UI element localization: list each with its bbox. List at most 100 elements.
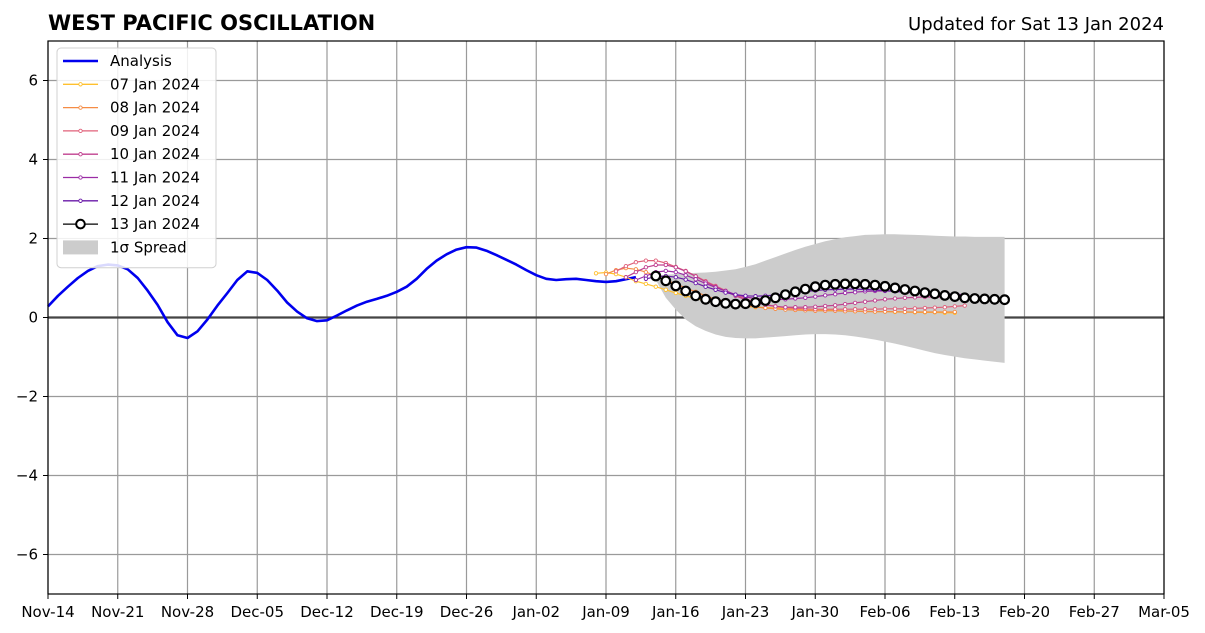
forecast-point	[653, 258, 658, 263]
forecast-point	[730, 298, 741, 310]
forecast-point	[882, 297, 888, 302]
forecast-point	[663, 262, 668, 268]
y-tick-label: −4	[16, 467, 38, 485]
x-tick-label: Jan-30	[790, 603, 839, 621]
forecast-point	[750, 297, 761, 308]
x-tick-label: Feb-27	[1069, 603, 1120, 621]
legend-marker	[75, 218, 86, 230]
forecast-point	[829, 278, 841, 290]
forecast-point	[902, 306, 908, 311]
forecast-point	[949, 291, 961, 303]
forecast-point	[852, 307, 858, 312]
forecast-point	[833, 307, 838, 312]
forecast-point	[733, 292, 738, 297]
legend-label: 08 Jan 2024	[110, 99, 200, 117]
forecast-point	[720, 297, 731, 309]
forecast-point	[663, 268, 668, 274]
forecast-point	[633, 277, 639, 283]
forecast-point	[899, 284, 911, 295]
x-tick-label: Jan-23	[721, 603, 770, 621]
legend-label: 10 Jan 2024	[110, 145, 200, 163]
x-tick-label: Dec-26	[440, 603, 494, 621]
forecast-point	[932, 309, 937, 315]
forecast-point	[603, 271, 609, 277]
legend-label: 07 Jan 2024	[110, 75, 200, 93]
legend-label: 12 Jan 2024	[110, 192, 200, 210]
forecast-point	[862, 299, 868, 304]
chart-title: WEST PACIFIC OSCILLATION	[48, 11, 375, 35]
forecast-point	[693, 277, 698, 282]
forecast-point	[889, 282, 901, 294]
forecast-point	[653, 262, 658, 268]
x-tick-label: Dec-12	[300, 603, 354, 621]
forecast-point	[643, 265, 649, 270]
forecast-point	[842, 290, 848, 296]
forecast-point	[892, 296, 898, 301]
forecast-point	[793, 296, 798, 301]
forecast-point	[892, 306, 898, 311]
y-tick-label: −2	[16, 388, 38, 406]
forecast-point	[660, 275, 672, 287]
forecast-point	[813, 304, 818, 309]
forecast-point	[862, 307, 868, 312]
forecast-point	[643, 276, 649, 281]
y-tick-label: 0	[28, 309, 38, 327]
x-tick-label: Jan-16	[651, 603, 700, 621]
x-tick-label: Jan-02	[511, 603, 560, 621]
x-tick-label: Dec-05	[230, 603, 284, 621]
forecast-point	[912, 309, 918, 315]
forecast-point	[942, 305, 947, 310]
forecast-point	[643, 258, 649, 263]
legend-label: 13 Jan 2024	[110, 215, 200, 233]
x-tick-label: Jan-09	[581, 603, 630, 621]
forecast-point	[833, 303, 838, 308]
legend-label: 11 Jan 2024	[110, 169, 200, 187]
forecast-point	[962, 303, 967, 308]
legend-marker	[78, 175, 83, 180]
legend-marker	[78, 198, 83, 203]
forecast-point	[929, 288, 941, 300]
forecast-point	[999, 294, 1010, 306]
legend-label: Analysis	[110, 52, 172, 70]
x-tick-label: Mar-05	[1138, 603, 1190, 621]
forecast-point	[842, 307, 848, 312]
forecast-point	[823, 293, 828, 298]
forecast-point	[780, 289, 791, 301]
forecast-point	[793, 305, 798, 310]
spread-area	[655, 234, 1005, 363]
forecast-point	[683, 269, 688, 274]
forecast-point	[773, 304, 778, 309]
x-tick-label: Feb-13	[929, 603, 980, 621]
y-tick-label: 2	[28, 230, 38, 248]
forecast-point	[653, 284, 658, 289]
forecast-point	[623, 275, 629, 280]
forecast-point	[859, 278, 871, 290]
x-tick-label: Dec-19	[370, 603, 424, 621]
tick-labels: Nov-14 Nov-21 Nov-28 Dec-05 Dec-12 Dec-19 Dec-…	[16, 72, 1190, 622]
forecast-point	[879, 280, 891, 292]
legend-swatch	[63, 240, 98, 255]
forecast-point	[743, 293, 748, 298]
forecast-point	[673, 290, 678, 296]
forecast-point	[693, 280, 698, 286]
forecast-point	[952, 309, 957, 315]
y-tick-label: 4	[28, 151, 38, 169]
forecast-point	[683, 273, 688, 278]
forecast-point	[952, 304, 957, 309]
forecast-point	[670, 280, 682, 292]
forecast-point	[882, 306, 888, 311]
forecast-point	[803, 305, 808, 310]
forecast-point	[939, 290, 951, 301]
forecast-point	[959, 292, 971, 304]
x-tick-label: Feb-06	[859, 603, 910, 621]
forecast-point	[760, 295, 771, 306]
forecast-point	[673, 269, 678, 275]
forecast-point	[932, 305, 937, 310]
forecast-point	[919, 287, 931, 299]
forecast-point	[819, 279, 831, 291]
forecast-point	[710, 296, 721, 308]
forecast-point	[683, 277, 688, 282]
forecast-point	[623, 263, 629, 269]
forecast-point	[740, 298, 751, 310]
